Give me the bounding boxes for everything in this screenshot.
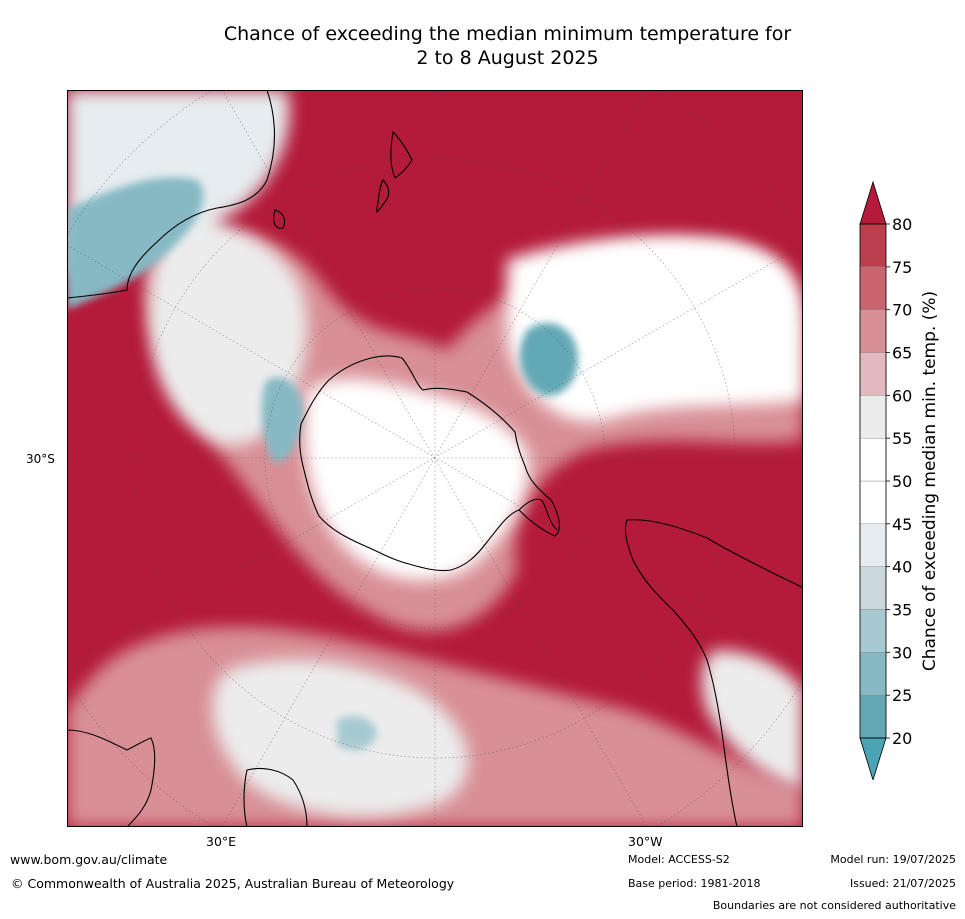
colorbar-tick-label: 20 <box>892 729 912 748</box>
field-blue-west-antarctica <box>261 377 303 463</box>
colorbar-tick-label: 60 <box>892 386 912 405</box>
new-zealand-north <box>390 130 413 179</box>
colorbar-swatch <box>859 352 887 396</box>
colorbar-tick-label: 75 <box>892 258 912 277</box>
field-white-antarctica <box>304 378 529 581</box>
footer-base-period: Base period: 1981-2018 <box>628 877 761 890</box>
footer-url[interactable]: www.bom.gov.au/climate <box>10 852 168 867</box>
colorbar-over-arrow <box>859 180 887 225</box>
colorbar-tick-label: 55 <box>892 429 912 448</box>
field-blue-pacific <box>519 322 578 396</box>
footer-disclaimer: Boundaries are not considered authoritat… <box>712 899 956 912</box>
colorbar-swatch <box>859 266 887 310</box>
map-frame <box>67 90 803 827</box>
colorbar-swatch <box>859 223 887 268</box>
colorbar-tick-label: 45 <box>892 515 912 534</box>
coastlines <box>67 90 803 827</box>
colorbar-swatch <box>859 309 887 353</box>
colorbar-tick-label: 65 <box>892 344 912 363</box>
colorbar-under-arrow <box>859 737 887 780</box>
colorbar-swatch <box>859 480 887 525</box>
colorbar-swatch <box>859 437 887 482</box>
colorbar-tick-label: 50 <box>892 472 912 491</box>
colorbar-swatch <box>859 523 887 567</box>
colorbar-tick-label: 40 <box>892 558 912 577</box>
colorbar-swatch <box>859 566 887 610</box>
field-blue-south <box>337 715 377 751</box>
field-blue-top-left <box>67 177 204 310</box>
colorbar-tick-label: 35 <box>892 601 912 620</box>
africa-coastline <box>67 729 156 827</box>
colorbar-swatch <box>859 652 887 696</box>
map-title: Chance of exceeding the median minimum t… <box>80 22 935 70</box>
colorbar-tick-label: 70 <box>892 301 912 320</box>
graticule <box>67 90 803 827</box>
colorbar-swatches <box>859 223 887 739</box>
colorbar-tick-label: 30 <box>892 643 912 662</box>
tasmania <box>273 209 286 229</box>
polar-map <box>67 90 803 827</box>
australia-coastline <box>67 90 276 299</box>
lon-label-30e: 30°E <box>206 834 237 849</box>
lat-label-30s: 30°S <box>26 452 55 466</box>
colorbar-ticks: 20 25 30 35 40 45 50 55 60 65 70 75 80 <box>886 215 912 748</box>
footer-copyright: © Commonwealth of Australia 2025, Austra… <box>11 876 455 891</box>
colorbar: 20 25 30 35 40 45 50 55 60 65 70 75 80 Chance of exc… <box>859 180 940 780</box>
antarctic-peninsula <box>518 498 558 531</box>
colorbar-swatch <box>859 694 887 739</box>
footer-model: Model: ACCESS-S2 <box>628 853 730 866</box>
field-white-right-edge <box>701 650 803 790</box>
colorbar-tick-label: 80 <box>892 215 912 234</box>
colorbar-swatch <box>859 609 887 653</box>
madagascar <box>243 767 308 827</box>
colorbar-tick-label: 25 <box>892 686 912 705</box>
title-line-1: Chance of exceeding the median minimum t… <box>223 23 792 45</box>
new-zealand-south <box>375 179 390 213</box>
south-america-coastline <box>624 519 803 827</box>
lon-label-30w: 30°W <box>628 834 663 849</box>
field-white-pacific <box>507 236 803 422</box>
colorbar-swatch <box>859 395 887 439</box>
colorbar-title: Chance of exceeding median min. temp. (%… <box>920 291 940 671</box>
footer-model-run: Model run: 19/07/2025 <box>830 853 956 866</box>
footer-issued: Issued: 21/07/2025 <box>849 877 956 890</box>
title-line-2: 2 to 8 August 2025 <box>416 47 599 69</box>
